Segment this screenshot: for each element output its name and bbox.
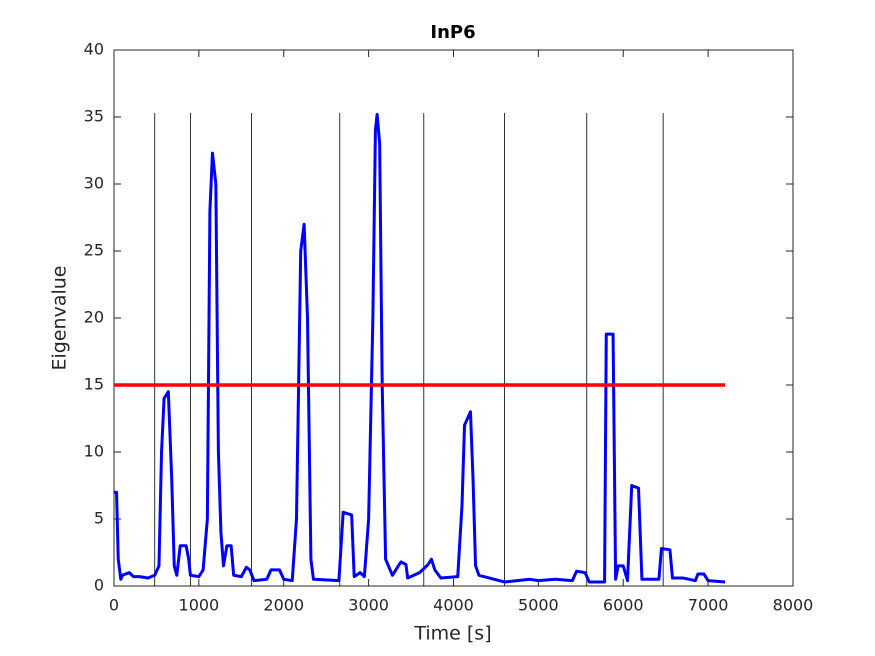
x-tick-label: 7000 xyxy=(688,596,729,615)
y-tick-label: 30 xyxy=(84,174,104,193)
y-axis-label: Eigenvalue xyxy=(49,266,71,371)
y-tick-label: 20 xyxy=(84,308,104,327)
x-tick-label: 2000 xyxy=(263,596,304,615)
x-axis-label: Time [s] xyxy=(413,623,491,645)
data-line xyxy=(114,112,726,584)
y-tick-label: 25 xyxy=(84,241,104,260)
x-tick-label: 8000 xyxy=(773,596,814,615)
chart-title: InP6 xyxy=(430,22,475,43)
plot-area xyxy=(113,49,794,587)
x-tick-label: 6000 xyxy=(603,596,644,615)
y-tick-label: 10 xyxy=(84,442,104,461)
x-tick-label: 0 xyxy=(109,596,119,615)
y-tick-label: 35 xyxy=(84,107,104,126)
y-tick-label: 40 xyxy=(84,40,104,59)
x-tick-label: 3000 xyxy=(348,596,389,615)
x-tick-label: 5000 xyxy=(518,596,559,615)
x-tick-label: 4000 xyxy=(433,596,474,615)
y-tick-label: 15 xyxy=(84,375,104,394)
x-tick-label: 1000 xyxy=(179,596,220,615)
y-tick-label: 5 xyxy=(94,509,104,528)
y-tick-label: 0 xyxy=(94,576,104,595)
